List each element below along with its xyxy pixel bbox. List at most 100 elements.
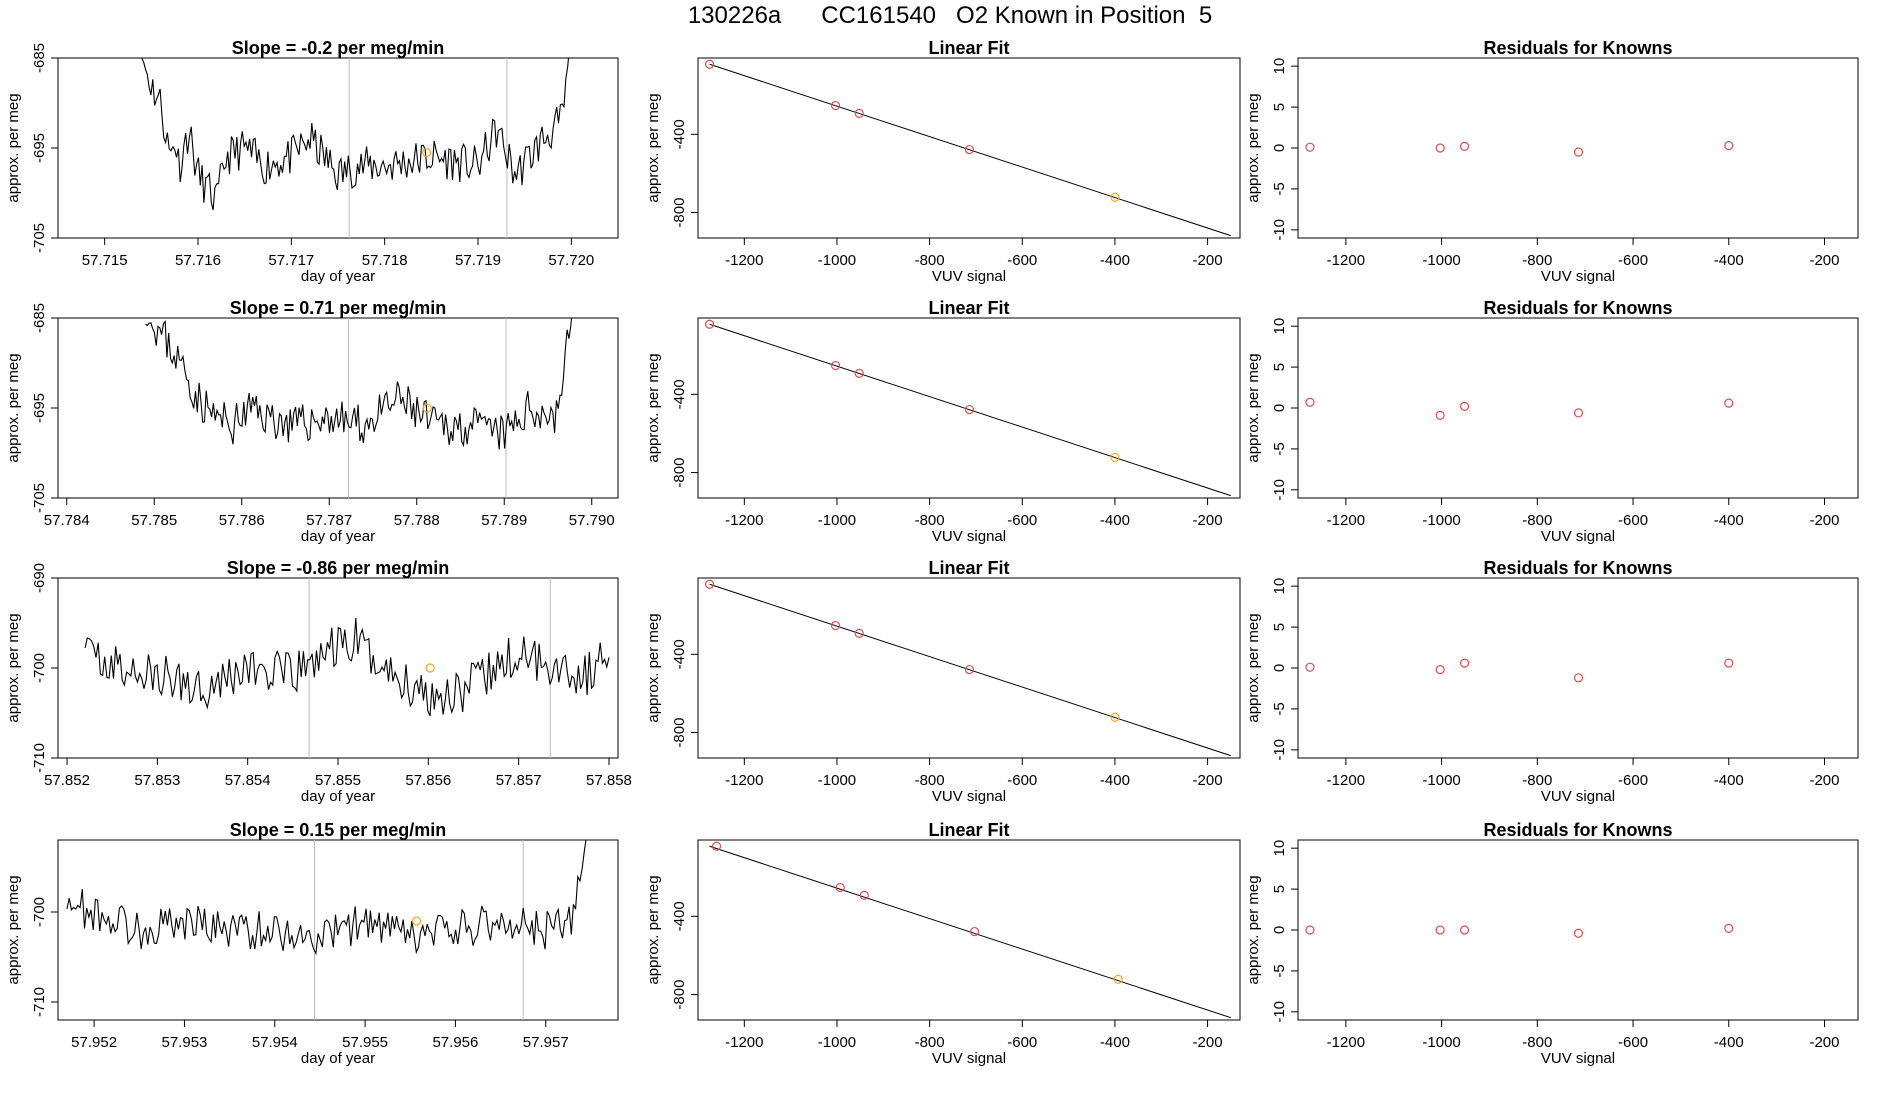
plot-area: [704, 579, 1231, 757]
x-tick-label: 57.785: [131, 512, 177, 529]
data-point: [1724, 923, 1734, 933]
plot-area: [709, 841, 1231, 1019]
data-point: [704, 579, 715, 589]
data-point: [1435, 665, 1445, 675]
x-tick-label: -400: [1100, 772, 1130, 789]
highlight-point: [1110, 452, 1120, 462]
data-point: [1435, 410, 1445, 420]
y-tick-label: 0: [1271, 664, 1288, 672]
data-point: [1305, 925, 1315, 935]
data-point: [1435, 143, 1445, 153]
x-tick-label: -1000: [818, 772, 856, 789]
x-tick-label: -600: [1618, 252, 1648, 269]
x-tick-label: -400: [1100, 1034, 1130, 1051]
panel-3-1: Residuals for Knowns -1200 -1000 -800 -600 -4…: [1245, 38, 1859, 285]
x-tick-label: 57.718: [362, 252, 408, 269]
x-tick-label: 57.786: [219, 512, 265, 529]
chart-title: Slope = -0.2 per meg/min: [232, 38, 445, 58]
x-tick-label: 57.858: [586, 772, 632, 789]
data-point: [1573, 928, 1584, 938]
x-tick-label: -800: [915, 252, 945, 269]
plot-area: [84, 578, 610, 758]
data-point: [1459, 658, 1470, 668]
highlight-point: [422, 147, 432, 158]
x-tick-label: -1200: [1327, 252, 1365, 269]
x-tick-label: -200: [1193, 772, 1223, 789]
y-tick-label: -690: [31, 563, 48, 593]
x-tick-label: -1200: [1327, 772, 1365, 789]
plot-area: [1305, 140, 1734, 157]
y-tick-label: -700: [31, 897, 48, 927]
x-tick-label: -400: [1100, 252, 1130, 269]
y-tick-label: 5: [1271, 623, 1288, 631]
x-axis-label: VUV signal: [932, 268, 1006, 285]
data-point: [1573, 147, 1584, 157]
data-point: [704, 319, 715, 329]
y-tick-label: -705: [31, 483, 48, 513]
y-tick-label: 10: [1271, 578, 1288, 595]
x-tick-label: 57.952: [71, 1034, 117, 1051]
data-point: [964, 664, 975, 675]
x-tick-label: 57.789: [481, 512, 527, 529]
y-tick-label: -400: [671, 119, 688, 149]
x-tick-label: -400: [1714, 252, 1744, 269]
highlight-point: [1110, 712, 1120, 722]
plot-frame: [697, 317, 1241, 499]
data-point: [830, 100, 841, 111]
highlight-point: [1113, 974, 1123, 984]
y-tick-label: -400: [671, 639, 688, 669]
highlight-point: [425, 663, 435, 673]
y-tick-label: -800: [671, 198, 688, 228]
x-axis-label: VUV signal: [1541, 1050, 1615, 1067]
x-tick-label: 57.857: [496, 772, 542, 789]
data-point: [969, 926, 980, 937]
y-tick-label: -400: [671, 379, 688, 409]
plot-area: [141, 58, 570, 238]
x-tick-label: -800: [1522, 252, 1552, 269]
x-axis-label: day of year: [301, 1050, 375, 1067]
y-tick-label: -685: [31, 303, 48, 333]
x-tick-label: 57.716: [175, 252, 221, 269]
plot-frame: [57, 317, 619, 499]
fit-line: [709, 63, 1231, 237]
chart-title: Linear Fit: [928, 820, 1009, 840]
y-tick-label: 10: [1271, 318, 1288, 335]
y-tick-label: -800: [671, 458, 688, 488]
panel-1-3: Slope = -0.86 per meg/min 57.852 57.853 57.…: [5, 558, 632, 805]
y-tick-label: -710: [31, 987, 48, 1017]
y-tick-label: 5: [1271, 363, 1288, 371]
y-tick-label: -695: [31, 393, 48, 423]
y-axis-label: approx. per meg: [5, 93, 22, 202]
data-point: [854, 108, 864, 118]
x-axis-label: VUV signal: [932, 1050, 1006, 1067]
x-tick-label: -600: [1007, 252, 1037, 269]
x-tick-label: -200: [1193, 252, 1223, 269]
panel-2-3: Linear Fit -1200 -1000 -800 -600 -400 -200 VUV …: [645, 558, 1241, 805]
x-tick-label: -600: [1618, 772, 1648, 789]
x-tick-label: -1200: [1327, 1034, 1365, 1051]
series-line: [141, 58, 570, 211]
data-point: [830, 360, 841, 371]
y-tick-label: 5: [1271, 885, 1288, 893]
chart-title: Residuals for Knowns: [1483, 298, 1672, 318]
x-tick-label: 57.852: [44, 772, 90, 789]
y-tick-label: -5: [1271, 442, 1288, 455]
page-title: 130226a CC161540 O2 Known in Position 5: [687, 2, 1213, 29]
data-point: [1305, 142, 1315, 152]
x-tick-label: 57.853: [134, 772, 180, 789]
x-axis-label: VUV signal: [1541, 268, 1615, 285]
data-point: [830, 620, 841, 631]
y-axis-label: approx. per meg: [5, 875, 22, 984]
y-tick-label: 10: [1271, 58, 1288, 75]
plot-frame: [697, 57, 1241, 239]
plot-frame: [1297, 317, 1859, 499]
panel-3-4: Residuals for Knowns -1200 -1000 -800 -600 -4…: [1245, 820, 1859, 1067]
panel-1-2: Slope = 0.71 per meg/min 57.784 57.785 57.7…: [5, 298, 619, 545]
data-point: [1305, 397, 1315, 407]
data-point: [964, 404, 975, 415]
x-tick-label: -400: [1100, 512, 1130, 529]
x-tick-label: 57.715: [82, 252, 128, 269]
panel-2-1: Linear Fit -1200 -1000 -800 -600 -400 -200 VUV …: [645, 38, 1241, 285]
x-tick-label: -600: [1618, 512, 1648, 529]
x-tick-label: -1000: [818, 252, 856, 269]
